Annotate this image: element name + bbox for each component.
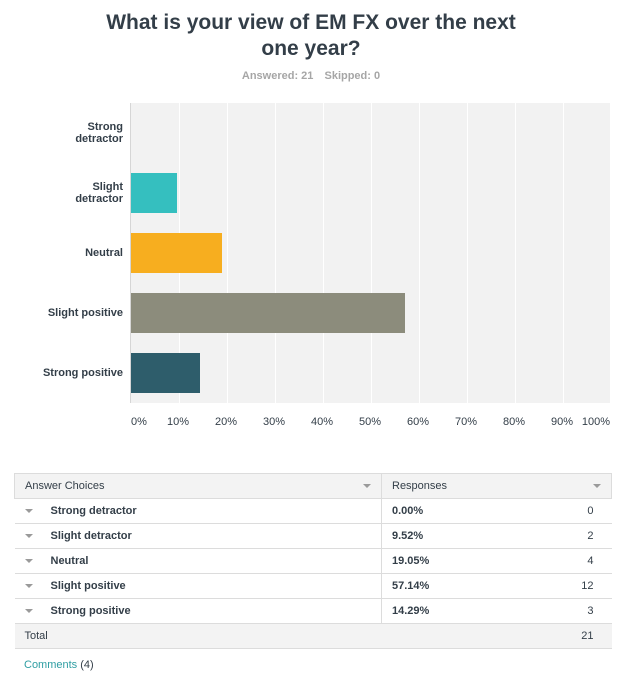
x-tick-label: 10% xyxy=(166,416,190,428)
table-row: Neutral 19.05% 4 xyxy=(14,548,612,574)
gridline xyxy=(515,103,516,403)
x-tick-label: 20% xyxy=(214,416,238,428)
response-count: 2 xyxy=(587,530,594,542)
answer-choice-label: Strong positive xyxy=(50,605,131,617)
category-label: Strong positive xyxy=(42,367,123,379)
expand-caret-icon[interactable] xyxy=(24,609,33,614)
response-count: 0 xyxy=(587,505,594,517)
x-tick-label: 50% xyxy=(358,416,382,428)
table-row: Strong positive 14.29% 3 xyxy=(14,598,612,624)
expand-caret-icon[interactable] xyxy=(24,559,33,564)
response-cell: 57.14% 12 xyxy=(381,573,612,599)
answer-choices-header[interactable]: Answer Choices xyxy=(14,473,382,499)
x-tick-label: 70% xyxy=(454,416,478,428)
chart-plot-area xyxy=(130,103,612,403)
total-label: Total xyxy=(14,623,382,649)
gridline xyxy=(227,103,228,403)
responses-table: Answer Choices Responses Strong detracto… xyxy=(14,473,612,649)
responses-header[interactable]: Responses xyxy=(381,473,612,499)
comments-label: Comments xyxy=(24,659,78,671)
x-tick-label: 100% xyxy=(581,416,611,428)
response-percent: 9.52% xyxy=(392,530,424,542)
table-row: Strong detractor 0.00% 0 xyxy=(14,498,612,524)
responses-header-label: Responses xyxy=(392,480,448,492)
x-tick-label: 30% xyxy=(262,416,286,428)
table-row: Slight detractor 9.52% 2 xyxy=(14,523,612,549)
expand-caret-icon[interactable] xyxy=(24,534,33,539)
response-cell: 19.05% 4 xyxy=(381,548,612,574)
category-label: Neutral xyxy=(85,247,123,259)
answer-choice-label: Slight positive xyxy=(50,580,126,592)
x-tick-label: 90% xyxy=(550,416,574,428)
answered-count: Answered: 21 xyxy=(241,70,314,82)
bar-strong-positive xyxy=(131,353,200,393)
answer-choice-label: Neutral xyxy=(50,555,89,567)
x-tick-label: 0% xyxy=(131,416,147,428)
gridline xyxy=(467,103,468,403)
comments-count: (4) xyxy=(80,659,94,671)
gridline xyxy=(371,103,372,403)
bar-slight-detractor xyxy=(131,173,177,213)
x-tick-label: 80% xyxy=(502,416,526,428)
gridline xyxy=(419,103,420,403)
answer-choice-cell[interactable]: Slight detractor xyxy=(14,523,382,549)
response-count: 12 xyxy=(581,580,594,592)
response-stats: Answered: 21 Skipped: 0 xyxy=(0,70,622,82)
comments-link[interactable]: Comments (4) xyxy=(24,659,94,671)
answer-choice-label: Slight detractor xyxy=(50,530,132,542)
response-cell: 0.00% 0 xyxy=(381,498,612,524)
answer-choice-cell[interactable]: Neutral xyxy=(14,548,382,574)
gridline xyxy=(323,103,324,403)
gridline xyxy=(275,103,276,403)
chart-title-line-1: What is your view of EM FX over the next xyxy=(106,11,516,34)
chart-title-line-2: one year? xyxy=(261,37,361,60)
expand-caret-icon[interactable] xyxy=(24,584,33,589)
expand-caret-icon[interactable] xyxy=(24,509,33,514)
answer-choice-cell[interactable]: Strong positive xyxy=(14,598,382,624)
x-tick-label: 40% xyxy=(310,416,334,428)
bar-neutral xyxy=(131,233,223,273)
gridline xyxy=(563,103,564,403)
answer-choices-header-label: Answer Choices xyxy=(25,480,105,492)
answer-choice-cell[interactable]: Slight positive xyxy=(14,573,382,599)
answer-choice-label: Strong detractor xyxy=(50,505,137,517)
response-cell: 14.29% 3 xyxy=(381,598,612,624)
response-percent: 57.14% xyxy=(392,580,430,592)
table-row: Slight positive 57.14% 12 xyxy=(14,573,612,599)
bar-slight-positive xyxy=(131,293,406,333)
response-percent: 19.05% xyxy=(392,555,430,567)
skipped-count: Skipped: 0 xyxy=(324,70,381,82)
response-percent: 14.29% xyxy=(392,605,430,617)
total-row: Total 21 xyxy=(14,623,612,649)
total-count: 21 xyxy=(381,623,612,649)
category-label: Slight positive xyxy=(47,307,123,319)
answer-choice-cell[interactable]: Strong detractor xyxy=(14,498,382,524)
category-label: Slight detractor xyxy=(75,181,123,205)
x-tick-label: 60% xyxy=(406,416,430,428)
sort-caret-icon[interactable] xyxy=(593,484,601,488)
response-count: 3 xyxy=(587,605,594,617)
response-percent: 0.00% xyxy=(392,505,424,517)
response-cell: 9.52% 2 xyxy=(381,523,612,549)
sort-caret-icon[interactable] xyxy=(363,484,371,488)
gridline xyxy=(611,103,612,403)
response-count: 4 xyxy=(587,555,594,567)
category-label: Strong detractor xyxy=(75,121,123,145)
chart-title: What is your view of EM FX over the next… xyxy=(0,10,622,62)
